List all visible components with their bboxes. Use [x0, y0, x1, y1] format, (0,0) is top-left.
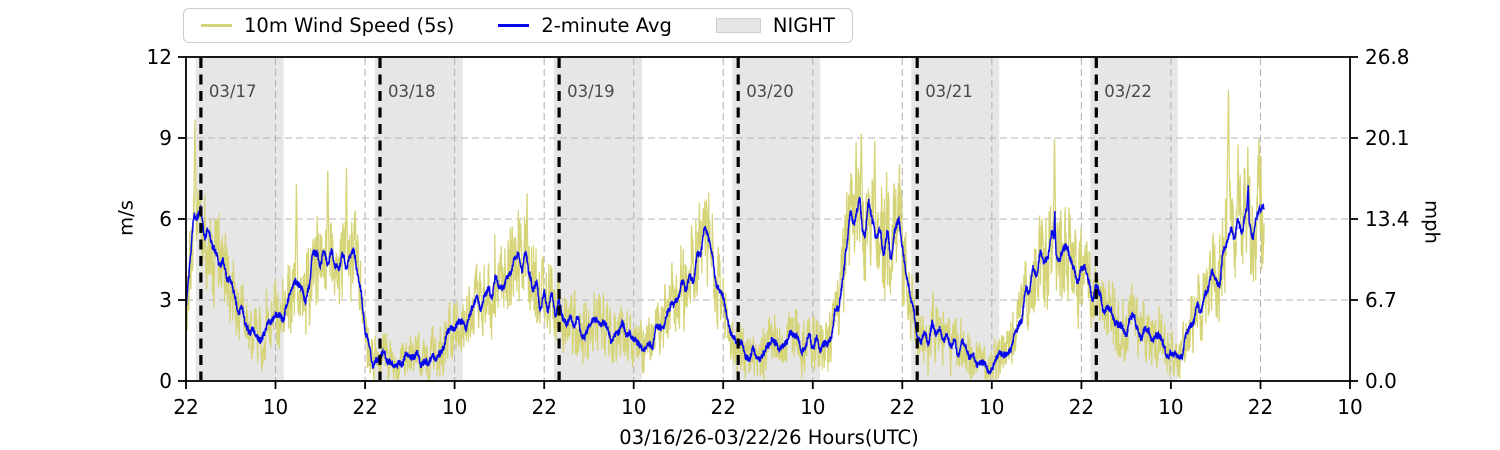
x-tick-label: 22 [531, 395, 556, 419]
legend-item-avg2m: 2-minute Avg [498, 14, 672, 37]
legend-label-night: NIGHT [772, 14, 835, 37]
y-tick-label-ms: 6 [159, 207, 172, 231]
legend-item-wind5s: 10m Wind Speed (5s) [201, 14, 454, 37]
x-tick-label: 10 [1158, 395, 1183, 419]
x-tick-label: 22 [173, 395, 198, 419]
y-tick-label-ms: 0 [159, 369, 172, 393]
date-label: 03/21 [925, 82, 973, 101]
date-label: 03/17 [209, 82, 257, 101]
date-label: 03/20 [746, 82, 794, 101]
x-axis-label: 03/16/26-03/22/26 Hours(UTC) [619, 426, 919, 449]
x-tick-label: 10 [263, 395, 288, 419]
y-tick-label-ms: 3 [159, 288, 172, 312]
right-axis-label: mph [1420, 200, 1444, 244]
legend-label-wind5s: 10m Wind Speed (5s) [244, 14, 455, 37]
legend-label-avg2m: 2-minute Avg [541, 14, 672, 37]
y-tick-label-ms: 12 [147, 45, 172, 69]
x-tick-label: 22 [1069, 395, 1094, 419]
avg-2m-path [185, 185, 1265, 375]
wind-5s-path [185, 89, 1265, 382]
legend-item-night: NIGHT [715, 14, 835, 37]
date-label: 03/19 [567, 82, 615, 101]
date-label: 03/22 [1104, 82, 1152, 101]
x-tick-label: 10 [621, 395, 646, 419]
y-tick-label-mph: 0.0 [1365, 369, 1397, 393]
left-axis-label: m/s [114, 200, 138, 236]
night-patch-swatch-icon [715, 18, 761, 33]
x-tick-label: 22 [710, 395, 735, 419]
avg2m-line-swatch-icon [498, 23, 530, 28]
x-tick-label: 22 [890, 395, 915, 419]
y-tick-label-mph: 13.4 [1365, 207, 1410, 231]
legend: 10m Wind Speed (5s) 2-minute Avg NIGHT [183, 8, 853, 43]
x-tick-label: 22 [352, 395, 377, 419]
wind5s-line-swatch-icon [201, 23, 232, 28]
x-tick-label: 10 [800, 395, 825, 419]
x-tick-label: 10 [1337, 395, 1362, 419]
x-tick-label: 10 [442, 395, 467, 419]
y-tick-label-mph: 20.1 [1365, 126, 1410, 150]
y-tick-label-mph: 26.8 [1365, 45, 1410, 69]
date-label: 03/18 [388, 82, 436, 101]
y-tick-label-mph: 6.7 [1365, 288, 1397, 312]
y-tick-label-ms: 9 [159, 126, 172, 150]
x-tick-label: 10 [979, 395, 1004, 419]
x-tick-label: 22 [1248, 395, 1273, 419]
